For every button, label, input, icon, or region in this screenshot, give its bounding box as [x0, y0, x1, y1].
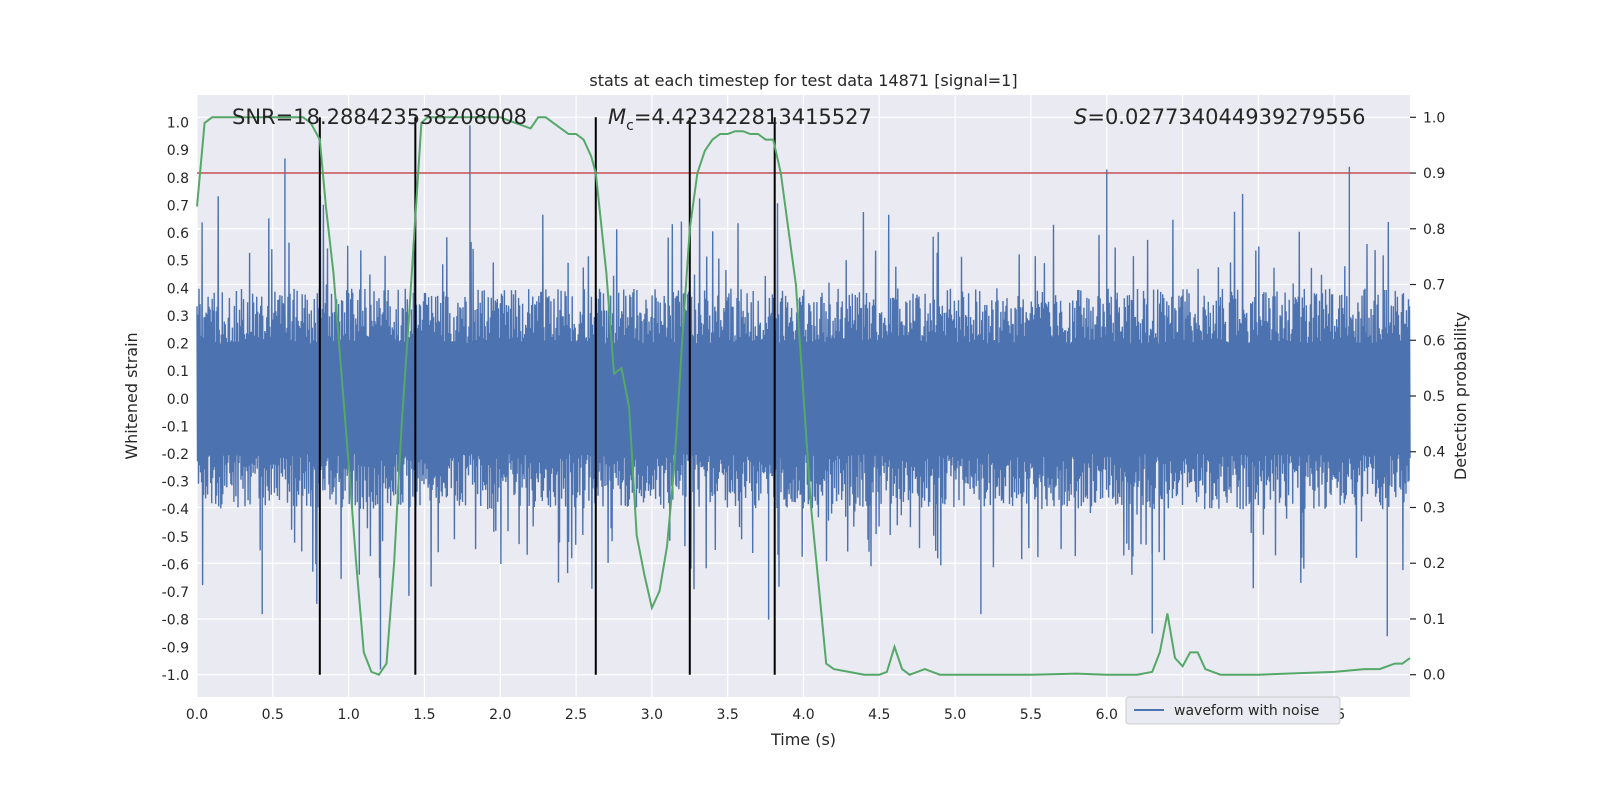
x-tick-label: 3.0	[641, 707, 663, 723]
mc-symbol: M	[608, 105, 626, 129]
y-tick-label-right: 1.0	[1423, 110, 1445, 126]
x-tick-label: 6.0	[1096, 707, 1118, 723]
s-annotation: S=0.027734044939279556	[1074, 105, 1365, 129]
y-tick-label-left: -0.6	[162, 557, 189, 573]
y-tick-label-right: 0.6	[1423, 333, 1445, 349]
y-tick-label-left: 0.7	[167, 198, 189, 214]
snr-annotation: SNR=18.288423538208008	[232, 105, 527, 129]
x-tick-label: 0.5	[262, 707, 284, 723]
mc-subscript: c	[626, 118, 634, 134]
y-tick-label-right: 0.2	[1423, 556, 1445, 572]
y-tick-label-left: -0.3	[162, 475, 189, 491]
x-tick-label: 4.0	[792, 707, 814, 723]
x-tick-label: 3.5	[717, 707, 739, 723]
y-tick-label-right: 0.3	[1423, 500, 1445, 516]
legend-box	[1125, 696, 1341, 725]
y-tick-label-left: -1.0	[162, 668, 189, 684]
chirp-mass-annotation: Mc=4.423422813415527	[608, 105, 872, 134]
y-tick-label-left: -0.9	[162, 640, 189, 656]
y-axis-label-left: Whitened strain	[122, 332, 141, 459]
y-tick-label-left: -0.4	[162, 502, 189, 518]
x-tick-label: 5.0	[944, 707, 966, 723]
y-tick-label-left: 0.6	[167, 226, 189, 242]
probability-series	[196, 116, 1411, 676]
y-tick-label-left: 0.9	[167, 143, 189, 159]
s-value: =0.027734044939279556	[1087, 105, 1365, 129]
y-tick-label-right: 0.5	[1423, 389, 1445, 405]
x-tick-label: 2.0	[489, 707, 511, 723]
y-tick-label-left: -0.5	[162, 530, 189, 546]
y-tick-label-left: 1.0	[167, 116, 189, 132]
legend-label: waveform with noise	[1174, 703, 1319, 719]
y-tick-label-right: 0.7	[1423, 278, 1445, 294]
y-tick-label-left: 0.0	[167, 392, 189, 408]
y-tick-label-left: 0.1	[167, 364, 189, 380]
y-tick-label-left: -0.1	[162, 419, 189, 435]
y-tick-label-right: 0.1	[1423, 612, 1445, 628]
y-axis-label-right: Detection probability	[1451, 312, 1470, 480]
y-tick-label-left: 0.5	[167, 254, 189, 270]
x-axis-label: Time (s)	[770, 730, 836, 749]
legend: waveform with noise	[1125, 696, 1341, 725]
x-tick-label: 2.5	[565, 707, 587, 723]
y-tick-label-right: 0.9	[1423, 166, 1445, 182]
mc-value: =4.423422813415527	[634, 105, 872, 129]
x-tick-label: 4.5	[868, 707, 890, 723]
x-tick-label: 5.5	[1020, 707, 1042, 723]
y-tick-label-left: -0.7	[162, 585, 189, 601]
y-tick-label-right: 0.0	[1423, 668, 1445, 684]
y-tick-label-right: 0.8	[1423, 222, 1445, 238]
x-tick-label: 1.0	[337, 707, 359, 723]
plot-area: -1.0 -0.9 -0.8 -0.7 -0.6 -0.5 -0.4 -0.3 -0.2 -0.1…	[162, 95, 1445, 723]
x-tick-label: 1.5	[413, 707, 435, 723]
y-tick-label-left: -0.2	[162, 447, 189, 463]
y-tick-label-left: 0.4	[167, 281, 189, 297]
y-tick-label-left: 0.3	[167, 309, 189, 325]
y-tick-label-left: -0.8	[162, 613, 189, 629]
chart-title: stats at each timestep for test data 148…	[589, 71, 1017, 90]
s-symbol: S	[1074, 105, 1087, 129]
y-tick-label-left: 0.8	[167, 171, 189, 187]
y-tick-label-left: 0.2	[167, 337, 189, 353]
x-tick-label: 0.0	[186, 707, 208, 723]
y-tick-label-right: 0.4	[1423, 445, 1445, 461]
